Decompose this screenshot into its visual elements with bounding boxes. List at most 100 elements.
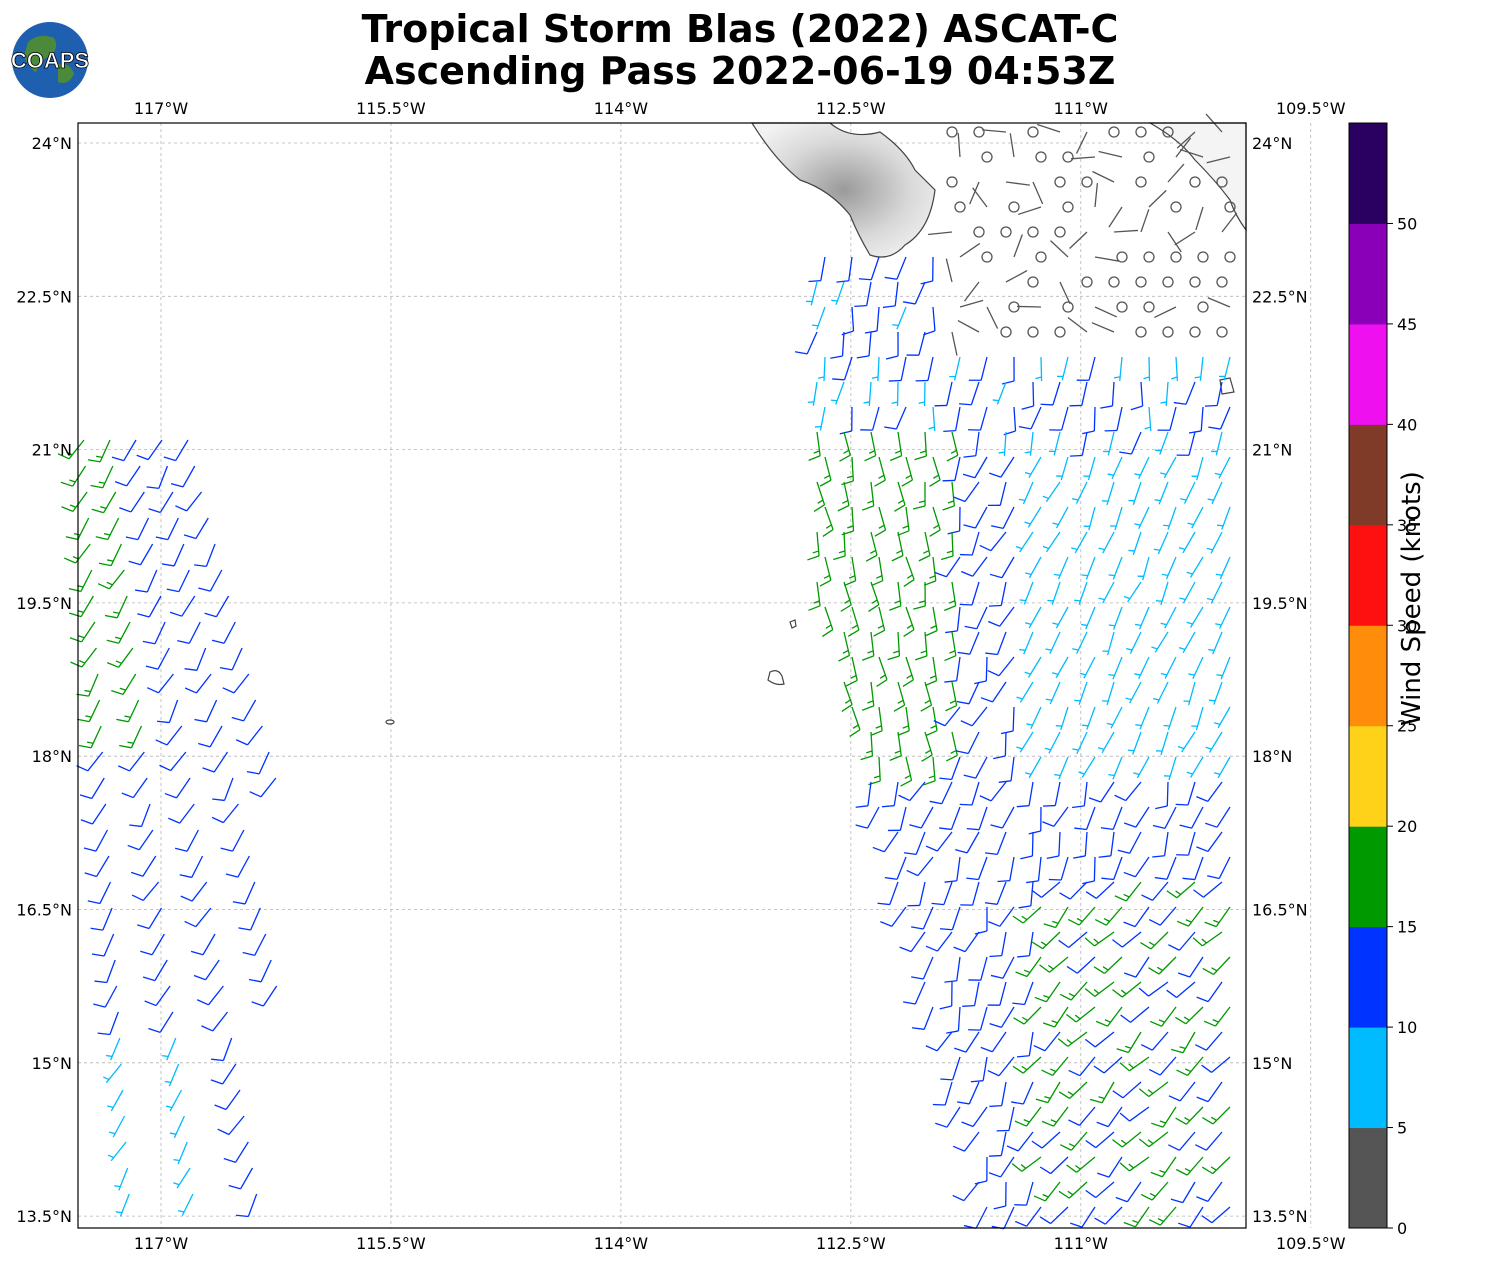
- wind-barb: [1148, 906, 1177, 926]
- wind-barb: [1016, 781, 1034, 808]
- wind-barb: [1179, 148, 1204, 158]
- wind-barb: [1151, 1106, 1177, 1128]
- wind-barb: [129, 803, 151, 828]
- wind-barb: [163, 439, 189, 462]
- wind-barb: [1019, 631, 1034, 655]
- calm-wind-circle: [954, 201, 966, 213]
- calm-wind-circle: [1027, 226, 1039, 238]
- wind-barb: [1166, 881, 1196, 899]
- wind-barb: [1163, 756, 1177, 781]
- calm-wind-circle: [1162, 126, 1174, 138]
- wind-barb: [1019, 581, 1034, 605]
- wind-barb: [1035, 1081, 1061, 1104]
- wind-barb: [988, 581, 1007, 607]
- wind-barb: [989, 1131, 1007, 1157]
- wind-barb: [1024, 656, 1042, 678]
- wind-barb: [1133, 756, 1150, 779]
- wind-barb: [1042, 806, 1069, 827]
- wind-barb: [1163, 506, 1177, 530]
- wind-barb: [1155, 581, 1169, 606]
- wind-barb: [1138, 1131, 1169, 1148]
- title-line-1: Tropical Storm Blas (2022) ASCAT-C: [361, 7, 1119, 51]
- wind-barb: [903, 556, 915, 588]
- wind-barb: [1094, 906, 1123, 926]
- wind-barb: [923, 756, 936, 786]
- wind-barb: [877, 881, 899, 906]
- colorbar-tick-label: 0: [1397, 1219, 1407, 1238]
- wind-barb: [1108, 556, 1123, 580]
- wind-barb: [1072, 631, 1088, 654]
- wind-barb: [1186, 606, 1204, 628]
- wind-barb: [974, 906, 988, 935]
- wind-barb: [871, 556, 884, 587]
- wind-barb: [956, 681, 980, 705]
- wind-barb: [1074, 581, 1088, 605]
- wind-barb: [236, 1193, 258, 1218]
- wind-barb: [1026, 706, 1042, 730]
- wind-barb: [1192, 931, 1223, 947]
- wind-barb: [1195, 1131, 1223, 1151]
- wind-barb: [212, 777, 234, 802]
- wind-barb: [90, 907, 113, 931]
- wind-barb: [915, 356, 934, 382]
- wind-barb: [94, 959, 116, 984]
- wind-barb: [140, 933, 165, 956]
- wind-barb: [1012, 1056, 1042, 1074]
- wind-barb: [1016, 731, 1034, 753]
- wind-barb: [902, 656, 915, 687]
- wind-barb: [932, 1081, 953, 1106]
- wind-barb: [65, 517, 90, 541]
- colorbar-segment: [1349, 625, 1387, 727]
- lon-tick-bottom: 114°W: [594, 1234, 649, 1253]
- wind-barb: [161, 543, 185, 567]
- wind-barb: [1015, 956, 1042, 978]
- wind-barb: [1114, 881, 1142, 902]
- lat-tick-left: 15°N: [32, 1054, 72, 1073]
- wind-barb: [78, 725, 102, 749]
- wind-barb: [1148, 956, 1177, 975]
- wind-barb: [876, 656, 888, 687]
- wind-barb: [884, 256, 907, 280]
- wind-barb: [1161, 556, 1177, 580]
- wind-barb: [1175, 1156, 1204, 1176]
- wind-barb: [146, 673, 174, 694]
- wind-barb: [198, 725, 223, 748]
- wind-barb: [1154, 856, 1177, 880]
- wind-barb: [956, 731, 980, 755]
- wind-barb: [939, 756, 961, 781]
- wind-barb: [157, 699, 179, 724]
- wind-barb: [1116, 1031, 1142, 1054]
- wind-barb: [944, 656, 961, 683]
- lat-tick-right: 16.5°N: [1252, 901, 1308, 920]
- wind-barb: [1042, 481, 1061, 503]
- wind-barb: [903, 831, 926, 855]
- wind-barb: [211, 803, 239, 824]
- lat-tick-right: 15°N: [1252, 1054, 1292, 1073]
- wind-barb: [1119, 1106, 1150, 1122]
- wind-barb: [993, 731, 1007, 760]
- wind-barb: [935, 1106, 961, 1128]
- wind-barb: [1040, 381, 1061, 406]
- wind-barb: [808, 256, 826, 283]
- wind-barb: [1174, 231, 1196, 246]
- wind-barb: [1168, 1081, 1196, 1102]
- wind-barb: [1042, 781, 1061, 807]
- wind-barb: [914, 431, 927, 461]
- wind-barb: [1068, 1056, 1096, 1077]
- wind-barb: [839, 406, 853, 435]
- wind-barb: [884, 856, 907, 880]
- wind-barb: [173, 1167, 191, 1189]
- wind-barb: [807, 381, 818, 406]
- wind-barb: [1112, 1131, 1142, 1148]
- wind-barb: [1176, 131, 1196, 149]
- wind-barb: [1072, 481, 1088, 504]
- wind-barb: [988, 1156, 1015, 1178]
- wind-barb: [808, 581, 821, 611]
- wind-barb: [194, 543, 216, 568]
- wind-barb: [900, 756, 913, 787]
- wind-barb: [60, 465, 87, 487]
- lon-tick-bottom: 112.5°W: [816, 1234, 886, 1253]
- wind-barb: [1155, 781, 1169, 810]
- wind-barb: [1119, 1056, 1150, 1072]
- wind-barb: [1028, 806, 1042, 835]
